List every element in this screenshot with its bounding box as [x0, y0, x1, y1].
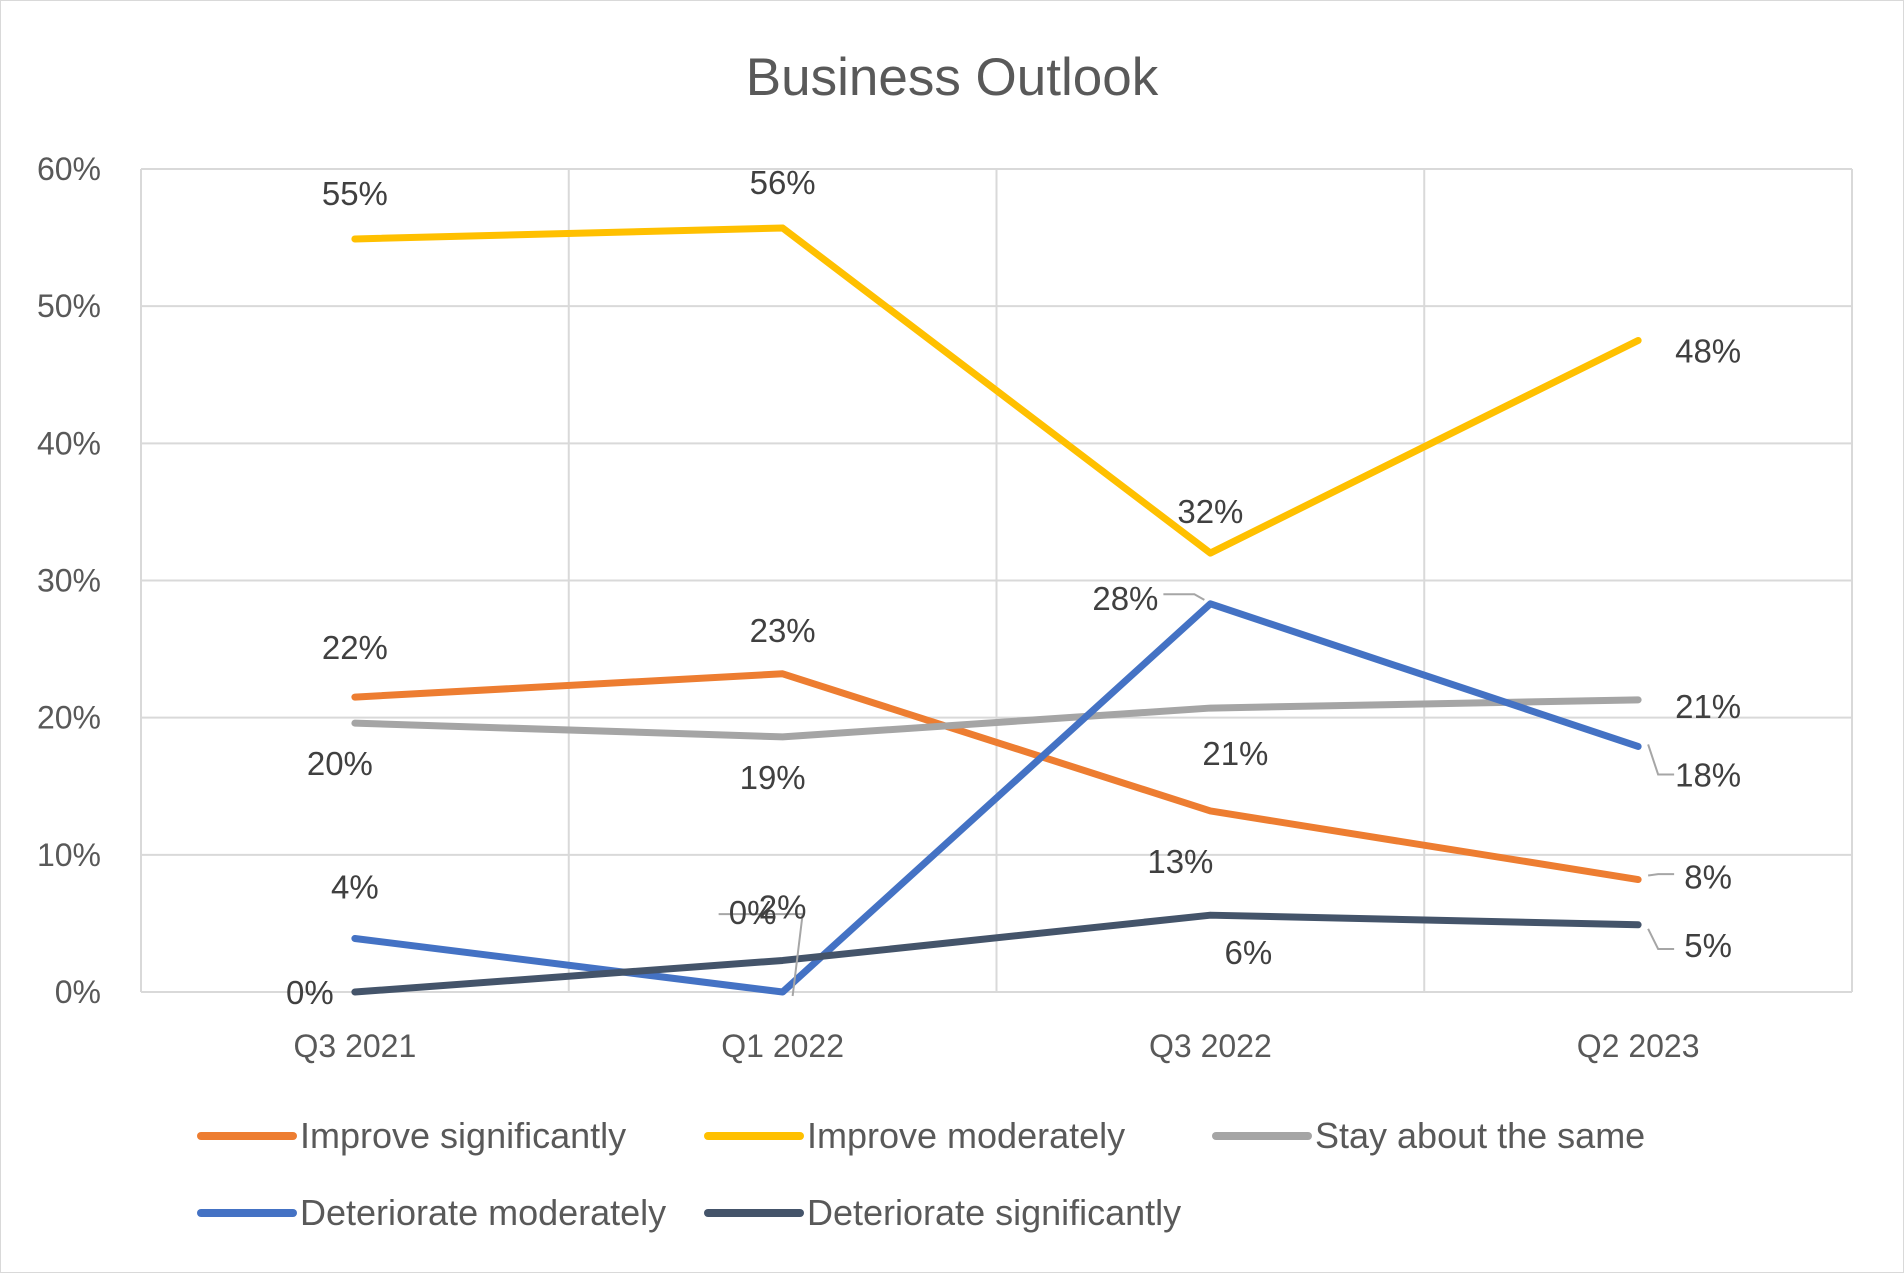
- leader-line: [1647, 928, 1675, 950]
- series-line-2: [351, 696, 1642, 741]
- legend: Improve significantly Improve moderately S…: [197, 1115, 1645, 1233]
- leader-line: [1647, 873, 1675, 877]
- data-label: 48%: [1675, 332, 1741, 369]
- data-label: 19%: [740, 759, 806, 796]
- series-line-1: [351, 224, 1642, 557]
- legend-label: Improve moderately: [807, 1115, 1125, 1156]
- series-line-3: [351, 600, 1642, 996]
- data-labels: 22% 23%13% 8%55% 56%32%48%20% 19%21%21%4%0%2…: [286, 164, 1741, 1011]
- label-leader-lines: [718, 593, 1675, 997]
- y-axis-tick-labels: 0% 10% 20% 30% 40% 50% 60%: [37, 151, 101, 1010]
- data-label: 21%: [1202, 735, 1268, 772]
- y-tick-label: 20%: [37, 700, 101, 736]
- series-line-4: [351, 911, 1642, 996]
- data-label: 20%: [307, 745, 373, 782]
- data-label: 2%: [759, 888, 807, 925]
- data-label: 6%: [1225, 934, 1273, 971]
- y-tick-label: 50%: [37, 288, 101, 324]
- data-label: 5%: [1684, 927, 1732, 964]
- data-label: 28%: [1092, 580, 1158, 617]
- chart-title: Business Outlook: [746, 48, 1159, 107]
- legend-label: Deteriorate significantly: [807, 1192, 1181, 1233]
- data-label: 8%: [1684, 859, 1732, 896]
- x-tick-label: Q3 2021: [293, 1028, 416, 1064]
- data-label: 0%: [286, 974, 334, 1011]
- data-label: 55%: [322, 175, 388, 212]
- y-tick-label: 60%: [37, 151, 101, 187]
- data-label: 4%: [331, 869, 379, 906]
- gridlines: [140, 168, 1853, 993]
- legend-label: Improve significantly: [300, 1115, 626, 1156]
- legend-label: Deteriorate moderately: [300, 1192, 666, 1233]
- x-axis-tick-labels: Q3 2021 Q1 2022 Q3 2022 Q2 2023: [293, 1028, 1699, 1064]
- data-label: 0%: [729, 894, 777, 931]
- leader-line: [1163, 593, 1205, 601]
- x-tick-label: Q2 2023: [1577, 1028, 1700, 1064]
- data-label: 23%: [750, 612, 816, 649]
- y-tick-label: 10%: [37, 837, 101, 873]
- data-label: 32%: [1177, 493, 1243, 530]
- data-label: 56%: [750, 164, 816, 201]
- y-tick-label: 30%: [37, 563, 101, 599]
- data-label: 13%: [1147, 843, 1213, 880]
- series-line-0: [351, 670, 1642, 884]
- data-label: 21%: [1675, 688, 1741, 725]
- series-lines: [351, 224, 1642, 996]
- leader-line: [718, 913, 804, 997]
- x-tick-label: Q3 2022: [1149, 1028, 1272, 1064]
- y-tick-label: 0%: [55, 974, 101, 1010]
- data-label: 18%: [1675, 756, 1741, 793]
- x-tick-label: Q1 2022: [721, 1028, 844, 1064]
- data-label: 22%: [322, 629, 388, 666]
- leader-line: [1647, 744, 1675, 776]
- y-tick-label: 40%: [37, 425, 101, 461]
- legend-label: Stay about the same: [1315, 1115, 1645, 1156]
